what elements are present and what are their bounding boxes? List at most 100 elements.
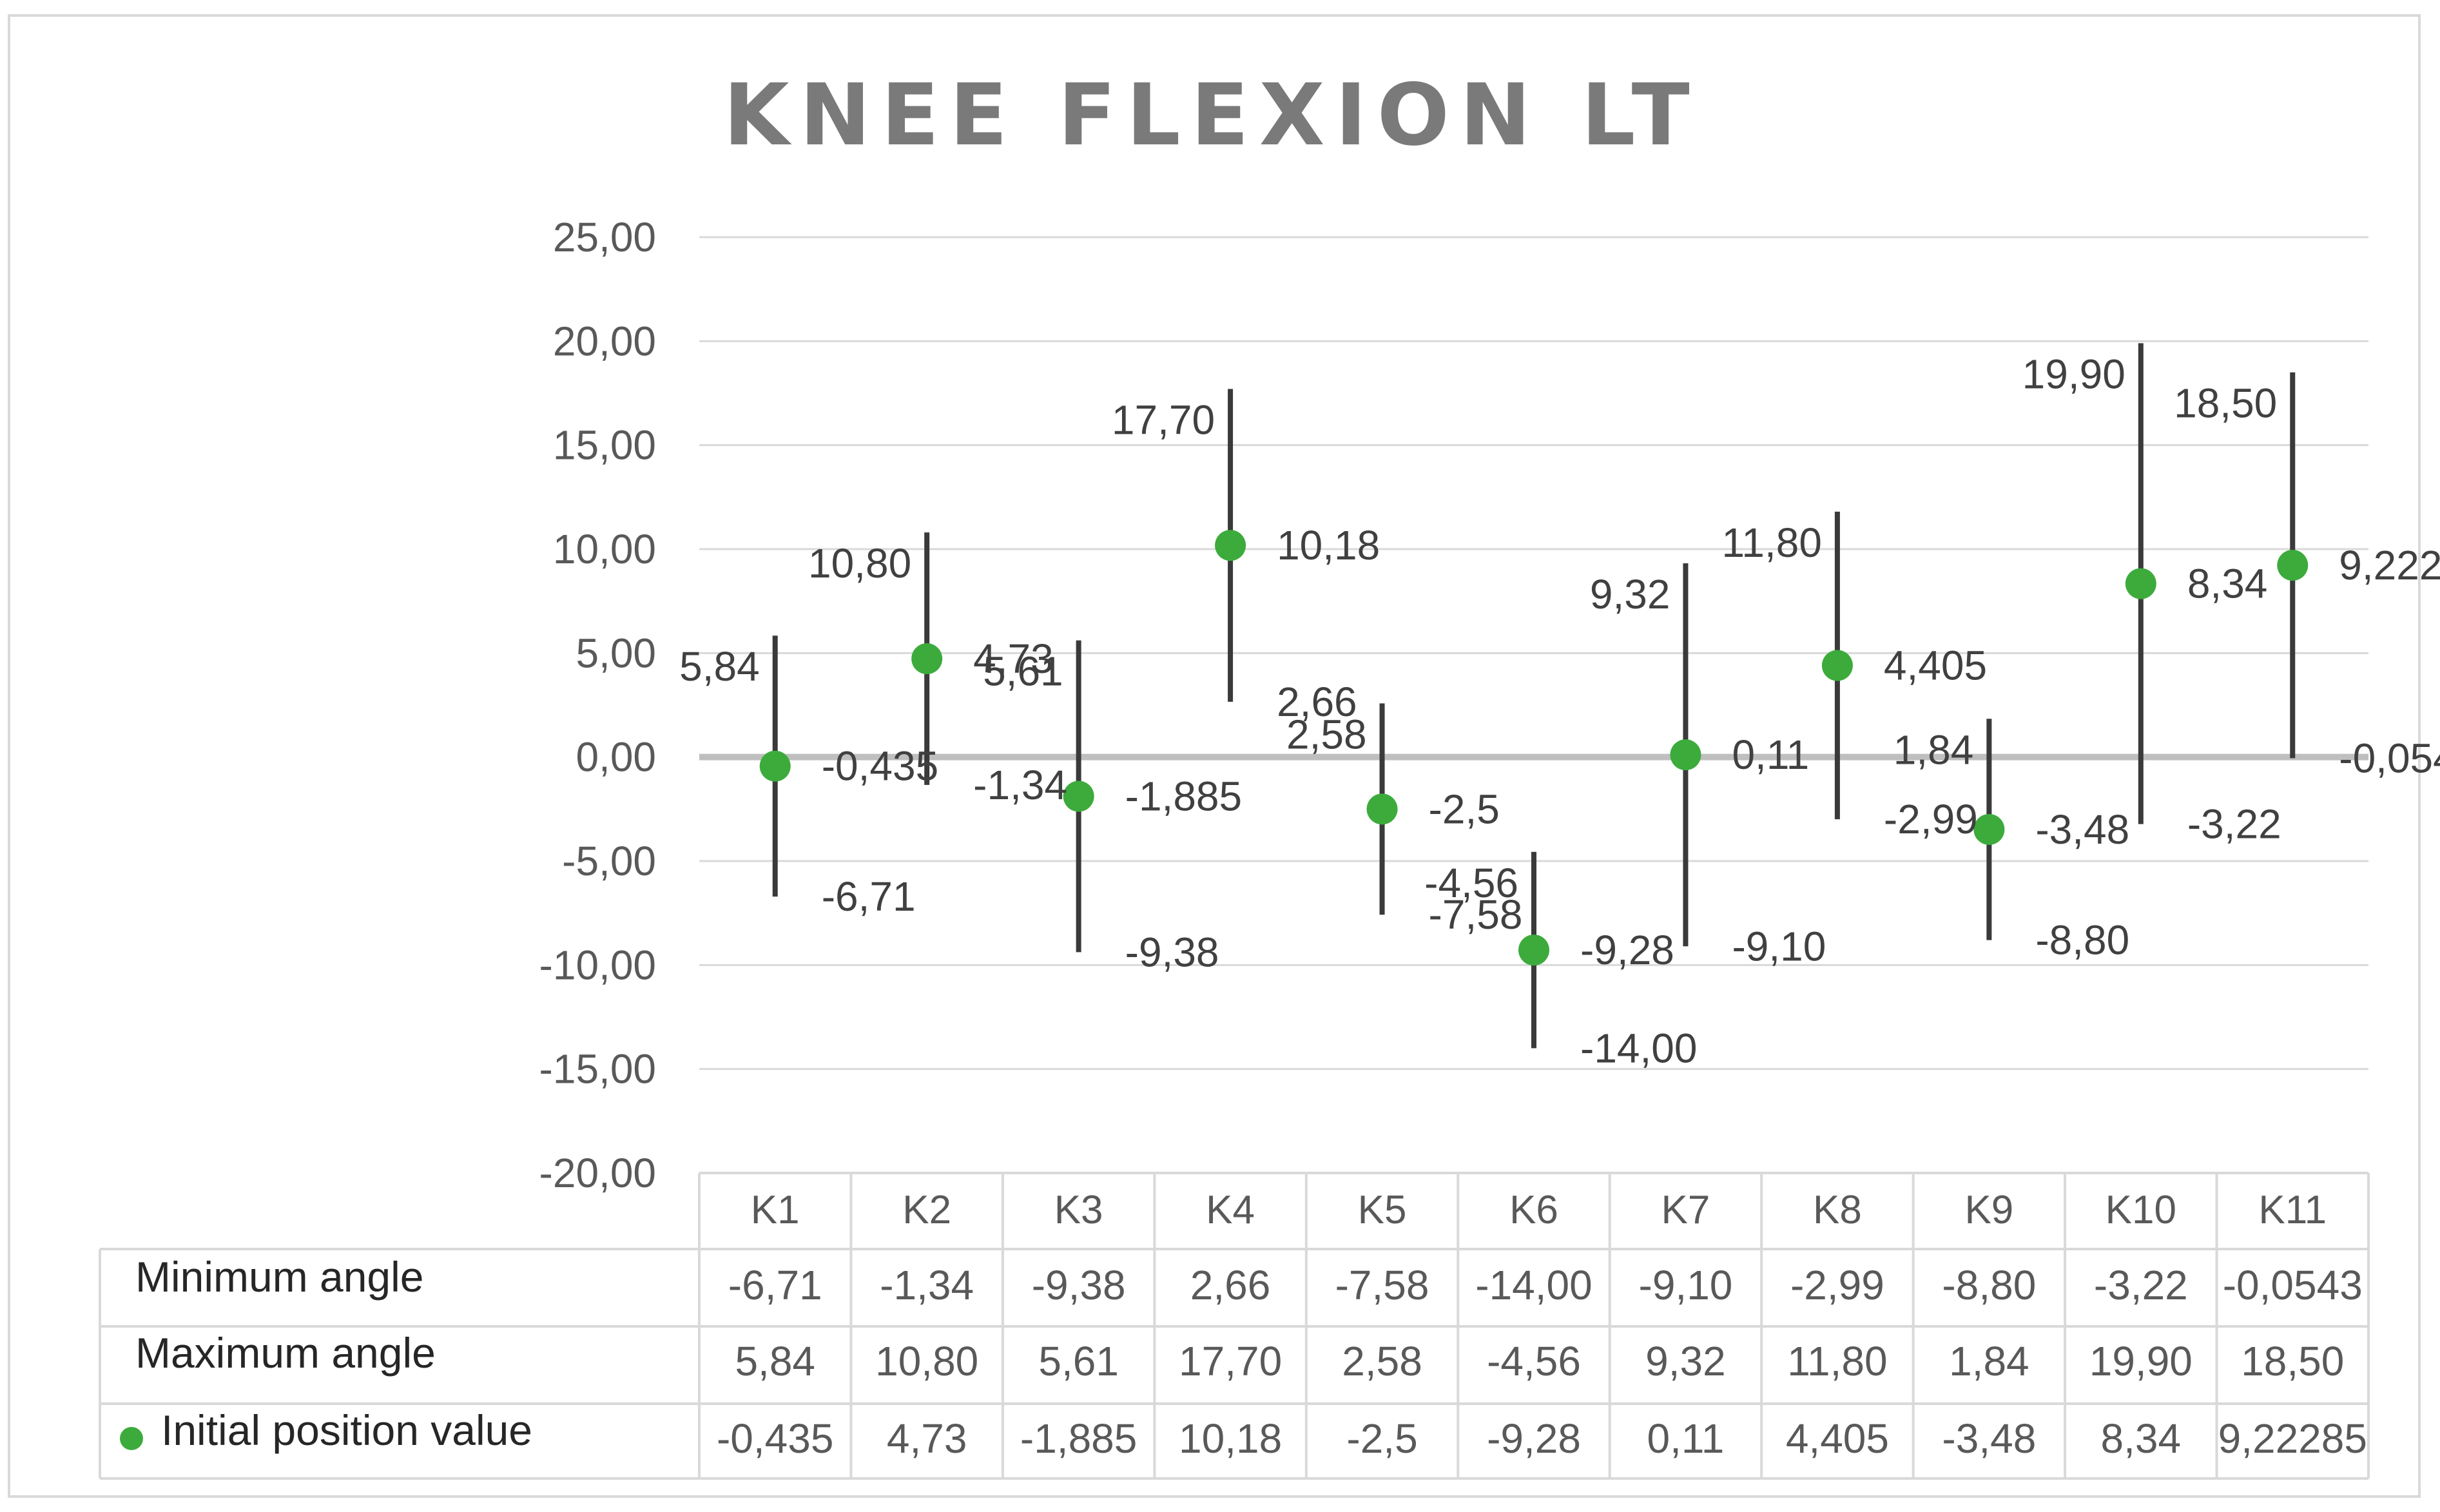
table-cell: -1,34 (880, 1262, 974, 1308)
table-cell: -3,22 (2094, 1262, 2188, 1308)
initial-label: 10,18 (1277, 522, 1380, 568)
initial-point (1670, 739, 1701, 771)
category-label: K3 (1054, 1188, 1103, 1232)
table-cell: 2,58 (1342, 1338, 1422, 1384)
category-label: K6 (1509, 1188, 1558, 1232)
max-label: 10,80 (808, 540, 911, 586)
initial-point (1063, 780, 1094, 812)
initial-point (1215, 530, 1246, 561)
category-label: K10 (2106, 1188, 2176, 1232)
data-table: K1 K2 K3 K4 K5 K6 K7 K8 K9 K10 K11 Minimum angle -6,… (99, 1172, 2370, 1480)
table-row-label: Maximum angle (135, 1329, 436, 1377)
y-tick-label: -15,00 (539, 1046, 656, 1092)
initial-point (1366, 793, 1398, 825)
table-cell: 0,11 (1647, 1415, 1725, 1462)
min-label: -9,10 (1732, 923, 1826, 969)
y-tick-label: -10,00 (539, 942, 656, 988)
category-label: K4 (1206, 1188, 1255, 1232)
table-cell: -14,00 (1475, 1262, 1592, 1308)
table-cell: 9,32 (1645, 1338, 1726, 1384)
table-cell: 5,84 (735, 1338, 815, 1384)
initial-point (759, 750, 791, 782)
initial-point (1973, 813, 2005, 845)
data-labels: 5,84 -0,435 -6,71 10,80 4,73 -1,34 5,61 -1,885 -… (679, 351, 2440, 1072)
y-tick-label: -20,00 (539, 1150, 656, 1196)
table-cell: 18,50 (2241, 1338, 2344, 1384)
table-cell: -9,10 (1639, 1262, 1733, 1308)
table-cell: 8,34 (2101, 1415, 2182, 1462)
y-tick-label: 15,00 (553, 422, 656, 469)
min-label: -0,0543 (2339, 735, 2440, 781)
y-axis-ticks: 25,00 20,00 15,00 10,00 5,00 0,00 -5,00 -10,00 -… (539, 214, 656, 1196)
max-label: 2,58 (1286, 711, 1367, 757)
table-cell: -2,99 (1790, 1262, 1884, 1308)
y-tick-label: 10,00 (553, 526, 656, 572)
initial-point (2125, 568, 2156, 599)
table-cell: -0,0543 (2223, 1262, 2363, 1308)
initial-label: -9,28 (1580, 927, 1674, 973)
initial-label: -3,48 (2035, 806, 2129, 853)
table-cell: -3,48 (1942, 1415, 2036, 1462)
table-cell: 10,18 (1179, 1415, 1282, 1462)
initial-point (1821, 650, 1853, 681)
category-label: K9 (1964, 1188, 2013, 1232)
initial-label: -2,5 (1429, 786, 1500, 832)
table-cell: -9,38 (1032, 1262, 1126, 1308)
table-row-label: Minimum angle (135, 1253, 424, 1301)
min-label: -14,00 (1580, 1025, 1697, 1071)
max-label: 9,32 (1590, 571, 1670, 617)
max-label: 11,80 (1722, 519, 1822, 566)
table-cell: 2,66 (1190, 1262, 1271, 1308)
min-label: -8,80 (2035, 917, 2129, 964)
min-label: -1,34 (973, 762, 1067, 808)
legend-marker (120, 1427, 143, 1450)
table-cell: 19,90 (2089, 1338, 2193, 1384)
table-cell: -2,5 (1346, 1415, 1417, 1462)
initial-point (1518, 935, 1549, 966)
y-tick-label: 5,00 (576, 630, 656, 676)
table-cell: -9,28 (1487, 1415, 1581, 1462)
table-cell: -0,435 (717, 1415, 833, 1462)
max-label: -4,56 (1424, 860, 1518, 906)
table-cell: -4,56 (1487, 1338, 1581, 1384)
max-label: 1,84 (1893, 726, 1974, 773)
table-cell: 5,61 (1038, 1338, 1119, 1384)
y-tick-label: 20,00 (553, 318, 656, 364)
table-cell: 10,80 (875, 1338, 978, 1384)
initial-label: -1,885 (1125, 773, 1242, 819)
min-label: 2,66 (1277, 679, 1357, 725)
table-row-label: Initial position value (161, 1406, 532, 1454)
category-label: K7 (1661, 1188, 1710, 1232)
initial-point (911, 643, 943, 675)
table-cell: 4,73 (887, 1415, 967, 1462)
table-cell: 17,70 (1179, 1338, 1282, 1384)
category-label: K8 (1813, 1188, 1862, 1232)
initial-label: 4,73 (973, 635, 1054, 682)
category-label: K2 (902, 1188, 951, 1232)
chart-title: KNEE FLEXION LT (723, 66, 1699, 165)
max-label: 5,61 (983, 648, 1063, 695)
category-label: K1 (751, 1188, 800, 1232)
table-cell: -8,80 (1942, 1262, 2036, 1308)
table-cell: -6,71 (728, 1262, 822, 1308)
y-tick-label: 25,00 (553, 214, 656, 260)
category-label: K11 (2258, 1188, 2327, 1232)
min-label: -3,22 (2187, 801, 2281, 848)
initial-points (759, 530, 2309, 966)
min-label: -7,58 (1429, 891, 1523, 938)
min-label: -6,71 (822, 873, 916, 920)
initial-label: -0,435 (822, 743, 938, 790)
y-tick-label: 0,00 (576, 734, 656, 780)
table-cell: 4,405 (1786, 1415, 1889, 1462)
initial-point (2277, 550, 2309, 581)
table-cell: 11,80 (1787, 1338, 1887, 1384)
max-label: 5,84 (679, 643, 760, 690)
initial-label: 9,22285 (2339, 542, 2440, 588)
max-label: 19,90 (2022, 351, 2125, 398)
min-label: -2,99 (1884, 796, 1978, 842)
table-cell: 1,84 (1949, 1338, 2029, 1384)
min-label: -9,38 (1125, 929, 1219, 975)
table-cell: -7,58 (1335, 1262, 1429, 1308)
initial-label: 4,405 (1884, 643, 1987, 689)
